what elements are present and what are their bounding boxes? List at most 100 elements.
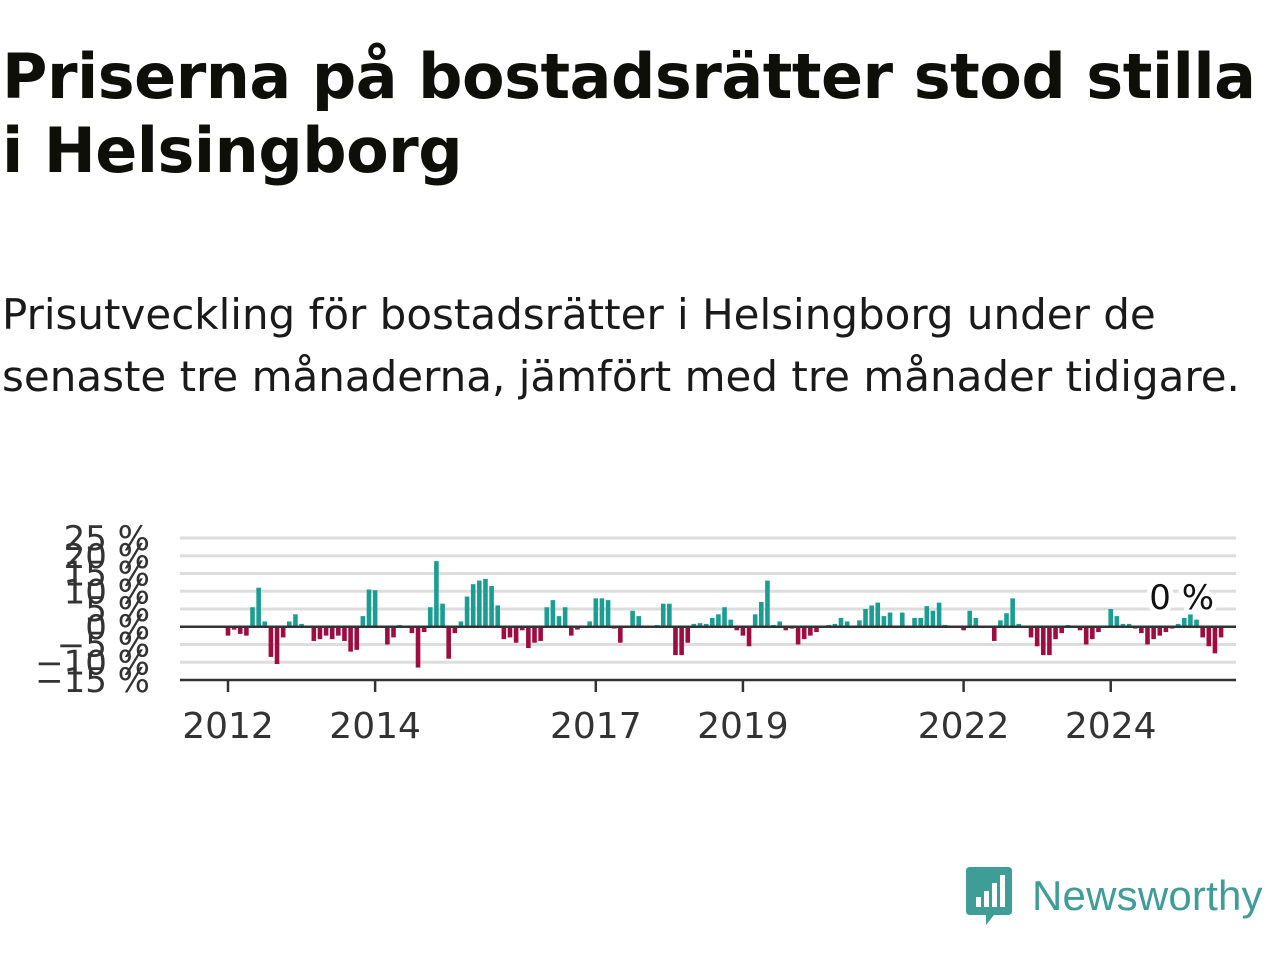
bar (1096, 626, 1101, 633)
bar (1126, 623, 1132, 627)
bar (427, 607, 433, 627)
bar (409, 626, 415, 634)
chart-subtitle: Prisutveckling för bostadsrätter i Helsi… (2, 290, 1240, 401)
bar (446, 626, 451, 659)
bar (262, 621, 268, 627)
y-tick-label: −15 % (35, 661, 150, 701)
bar (844, 621, 850, 627)
x-tick-label: 2019 (697, 706, 789, 747)
bar (765, 580, 770, 627)
x-tick-label: 2012 (182, 706, 274, 747)
bar (961, 626, 966, 631)
bar (415, 626, 421, 668)
bar (434, 561, 439, 627)
bar (470, 584, 476, 627)
bar (1157, 626, 1163, 636)
bar (1151, 626, 1156, 640)
bar (998, 620, 1003, 627)
bar (519, 626, 525, 631)
bar (1163, 626, 1169, 633)
bar (329, 626, 335, 640)
bar (881, 616, 887, 627)
bar (538, 626, 543, 641)
bar (593, 598, 599, 627)
bar (354, 626, 360, 650)
bar (311, 626, 317, 641)
y-tick-label: 5 % (85, 590, 150, 630)
bar (1016, 623, 1022, 627)
bar (1145, 626, 1150, 645)
bar (1034, 626, 1040, 647)
y-tick-label: −5 % (57, 626, 150, 666)
bar (464, 596, 470, 627)
bar (679, 626, 684, 656)
bar (391, 626, 396, 638)
y-tick-label: 20 % (64, 537, 150, 577)
bar (421, 626, 427, 633)
bar (385, 626, 390, 645)
bar (630, 610, 635, 627)
bar (703, 623, 709, 627)
bar (1047, 626, 1052, 656)
bar (366, 589, 372, 627)
bar (734, 626, 740, 631)
bar (801, 626, 807, 640)
bar (1114, 616, 1120, 627)
bar (237, 626, 243, 634)
bar (795, 626, 801, 645)
y-tick-label: −10 % (35, 643, 150, 683)
bar (728, 619, 733, 627)
bar (348, 626, 353, 652)
bar (532, 626, 537, 643)
bar (1139, 626, 1144, 634)
bar (991, 626, 997, 641)
bar (618, 626, 623, 643)
bar (562, 607, 568, 627)
bar (250, 607, 255, 627)
bar (1194, 619, 1199, 627)
bar (568, 626, 574, 636)
bar (697, 623, 703, 627)
bar (685, 626, 691, 643)
bar (1181, 617, 1187, 627)
bar (636, 616, 642, 627)
bar (936, 602, 942, 627)
bar (783, 626, 789, 631)
bar (752, 614, 758, 627)
bar (299, 623, 304, 627)
brand-logo: Newsworthy (964, 864, 1263, 928)
x-tick-label: 2022 (918, 706, 1010, 747)
bar (342, 626, 347, 641)
bar (924, 606, 930, 627)
y-axis-tick-labels: −15 %−10 %−5 %0 %5 %10 %15 %20 %25 % (35, 519, 150, 701)
bar (495, 605, 501, 627)
bar (759, 601, 764, 627)
bar (317, 626, 323, 640)
bar (544, 607, 550, 627)
bar (1040, 626, 1046, 656)
bar (863, 609, 868, 627)
bar (808, 626, 813, 636)
bar (483, 578, 488, 627)
bar (1010, 598, 1015, 627)
bar (746, 626, 752, 647)
bar (709, 617, 715, 627)
bar (814, 626, 819, 633)
bar (507, 626, 513, 638)
bar (722, 607, 727, 627)
bar-chart: −15 %−10 %−5 %0 %5 %10 %15 %20 %25 % 201… (35, 519, 1236, 747)
bar (973, 617, 979, 627)
latest-value-label: 0 % (1149, 578, 1214, 618)
bar (1212, 626, 1218, 654)
bar (673, 626, 678, 656)
bar (1090, 626, 1095, 640)
brand-name: Newsworthy (1032, 872, 1263, 919)
bar (918, 617, 923, 627)
bar (740, 626, 746, 636)
bar (777, 621, 782, 627)
bar (293, 614, 298, 627)
x-tick-label: 2024 (1065, 706, 1157, 747)
bar (716, 614, 721, 627)
bar (1053, 626, 1058, 640)
bar (1206, 626, 1212, 647)
